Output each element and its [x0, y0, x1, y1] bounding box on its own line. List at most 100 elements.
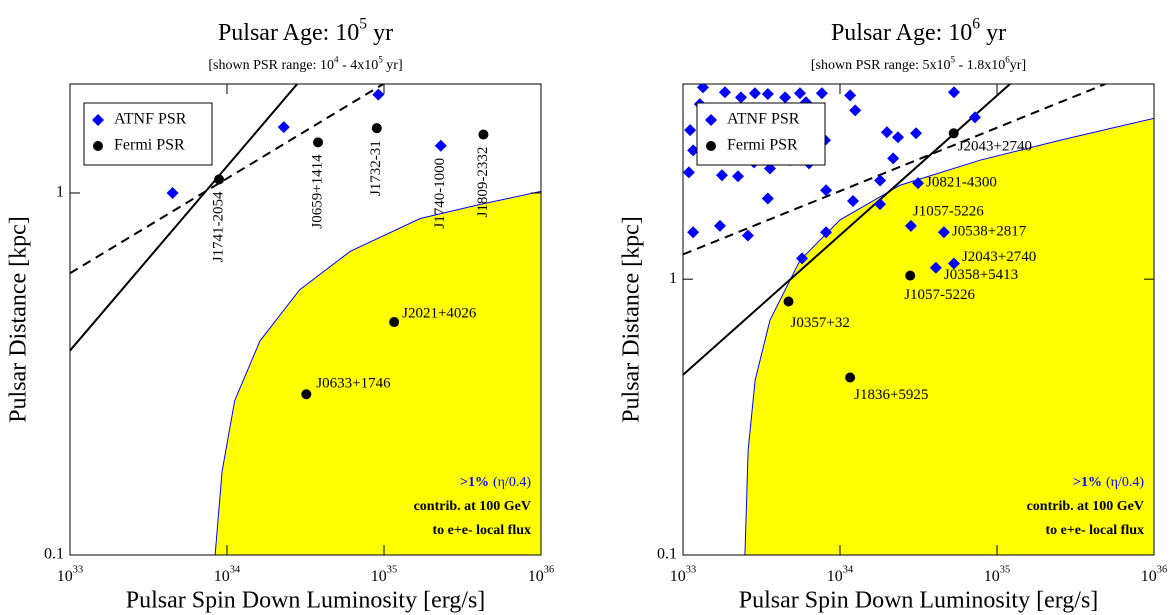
point [793, 87, 806, 100]
legend-label: ATNF PSR [114, 111, 187, 128]
point-label: J0357+32 [791, 315, 850, 331]
point-label: J1057-5226 [913, 203, 984, 219]
point [796, 252, 809, 265]
chart-title: Pulsar Age: 105 yr [218, 15, 393, 46]
point [313, 137, 324, 148]
x-tick-label: 1036 [528, 565, 554, 585]
x-tick-label-sup: 36 [1157, 565, 1167, 576]
point [845, 372, 856, 383]
point [820, 226, 833, 239]
point [718, 86, 731, 99]
point-label: J0538+2817 [952, 224, 1027, 240]
y-tick-label: 1 [56, 184, 64, 201]
y-tick-label: 1 [669, 270, 677, 287]
annotation: to e+e- local flux [1045, 523, 1144, 538]
point [731, 170, 744, 183]
chart-subtitle: [shown PSR range: 104 - 4x105 yr] [208, 54, 402, 73]
legend-label: ATNF PSR [727, 111, 800, 128]
point [748, 87, 761, 100]
annotation-bold: >1% [460, 475, 489, 490]
point [706, 141, 716, 151]
annotation: contrib. at 100 GeV [414, 499, 531, 514]
legend-box [83, 102, 213, 166]
point [696, 84, 709, 94]
point [820, 184, 833, 197]
point [874, 198, 887, 211]
x-tick-label-part: 10 [371, 568, 387, 585]
x-tick-label-part: 10 [57, 568, 73, 585]
point [779, 91, 792, 104]
point [478, 129, 489, 140]
x-tick-label-sup: 33 [73, 565, 83, 576]
point [301, 389, 312, 400]
x-tick-label-sup: 34 [843, 565, 854, 576]
point [389, 317, 400, 328]
annotation: >1% (η/0.4) [460, 475, 531, 490]
chart-subtitle-part: [shown PSR range: 10 [208, 58, 334, 73]
point [846, 195, 859, 208]
x-axis-label: Pulsar Spin Down Luminosity [erg/s] [126, 588, 486, 614]
plot-frame [69, 83, 542, 556]
point-label: J2043+2740 [958, 139, 1032, 155]
point [912, 177, 925, 190]
annotation-bold: >1% [1073, 475, 1102, 490]
chart-title-sup: 6 [972, 15, 980, 32]
point [948, 128, 959, 139]
point [947, 86, 960, 99]
chart-subtitle-sup: 5 [378, 54, 383, 64]
chart-subtitle-part: - 4x10 [339, 58, 379, 73]
legend-box [696, 102, 826, 166]
y-tick-label: 0.1 [657, 546, 677, 563]
point [277, 121, 290, 134]
point [844, 89, 857, 102]
x-tick-label: 1034 [827, 565, 854, 585]
point [929, 261, 942, 274]
point [761, 88, 774, 101]
point-label: J1809-2332 [475, 147, 491, 218]
x-tick-label-part: 10 [670, 568, 686, 585]
chart-subtitle-part: yr] [383, 58, 403, 73]
chart-title-part: yr [367, 20, 393, 46]
point [214, 174, 225, 185]
point-label: J1836+5925 [854, 387, 928, 403]
x-tick-label: 1035 [984, 565, 1010, 585]
point-label: J1732-31 [368, 140, 384, 196]
point [761, 192, 774, 205]
point [887, 152, 900, 165]
point [683, 166, 695, 179]
x-tick-label: 1036 [1141, 565, 1167, 585]
plot-frame [682, 83, 1155, 556]
chart-title-part: yr [980, 20, 1006, 46]
point [910, 127, 923, 140]
point [687, 226, 700, 239]
annotation: to e+e- local flux [432, 523, 531, 538]
point [687, 144, 700, 157]
point [734, 91, 747, 104]
point [715, 169, 728, 182]
chart-subtitle-sup: 4 [334, 54, 339, 64]
point-label: J0659+1414 [309, 154, 325, 229]
point [372, 88, 385, 101]
chart-subtitle-part: - 1.8x10 [955, 58, 1005, 73]
point-label: J0821-4300 [926, 175, 997, 191]
point [947, 257, 960, 270]
point [891, 131, 904, 144]
point-label: J2043+2740 [962, 249, 1036, 265]
chart-subtitle-part: [shown PSR range: 5x10 [811, 58, 951, 73]
point [937, 226, 950, 239]
point [783, 296, 794, 307]
chart-title-sup: 5 [359, 15, 367, 32]
annotation: contrib. at 100 GeV [1027, 499, 1144, 514]
point-label: J1057-5226 [904, 287, 975, 303]
model-line [70, 84, 298, 352]
x-tick-label-part: 10 [827, 568, 843, 585]
chart-subtitle-sup: 5 [951, 54, 956, 64]
chart-title-part: Pulsar Age: 10 [831, 20, 972, 46]
point [705, 114, 717, 126]
chart-subtitle: [shown PSR range: 5x105 - 1.8x106yr] [811, 54, 1026, 73]
x-tick-label-part: 10 [984, 568, 1000, 585]
point-label: J1740-1000 [432, 158, 448, 229]
point [92, 114, 104, 126]
chart-title-part: Pulsar Age: 10 [218, 20, 359, 46]
